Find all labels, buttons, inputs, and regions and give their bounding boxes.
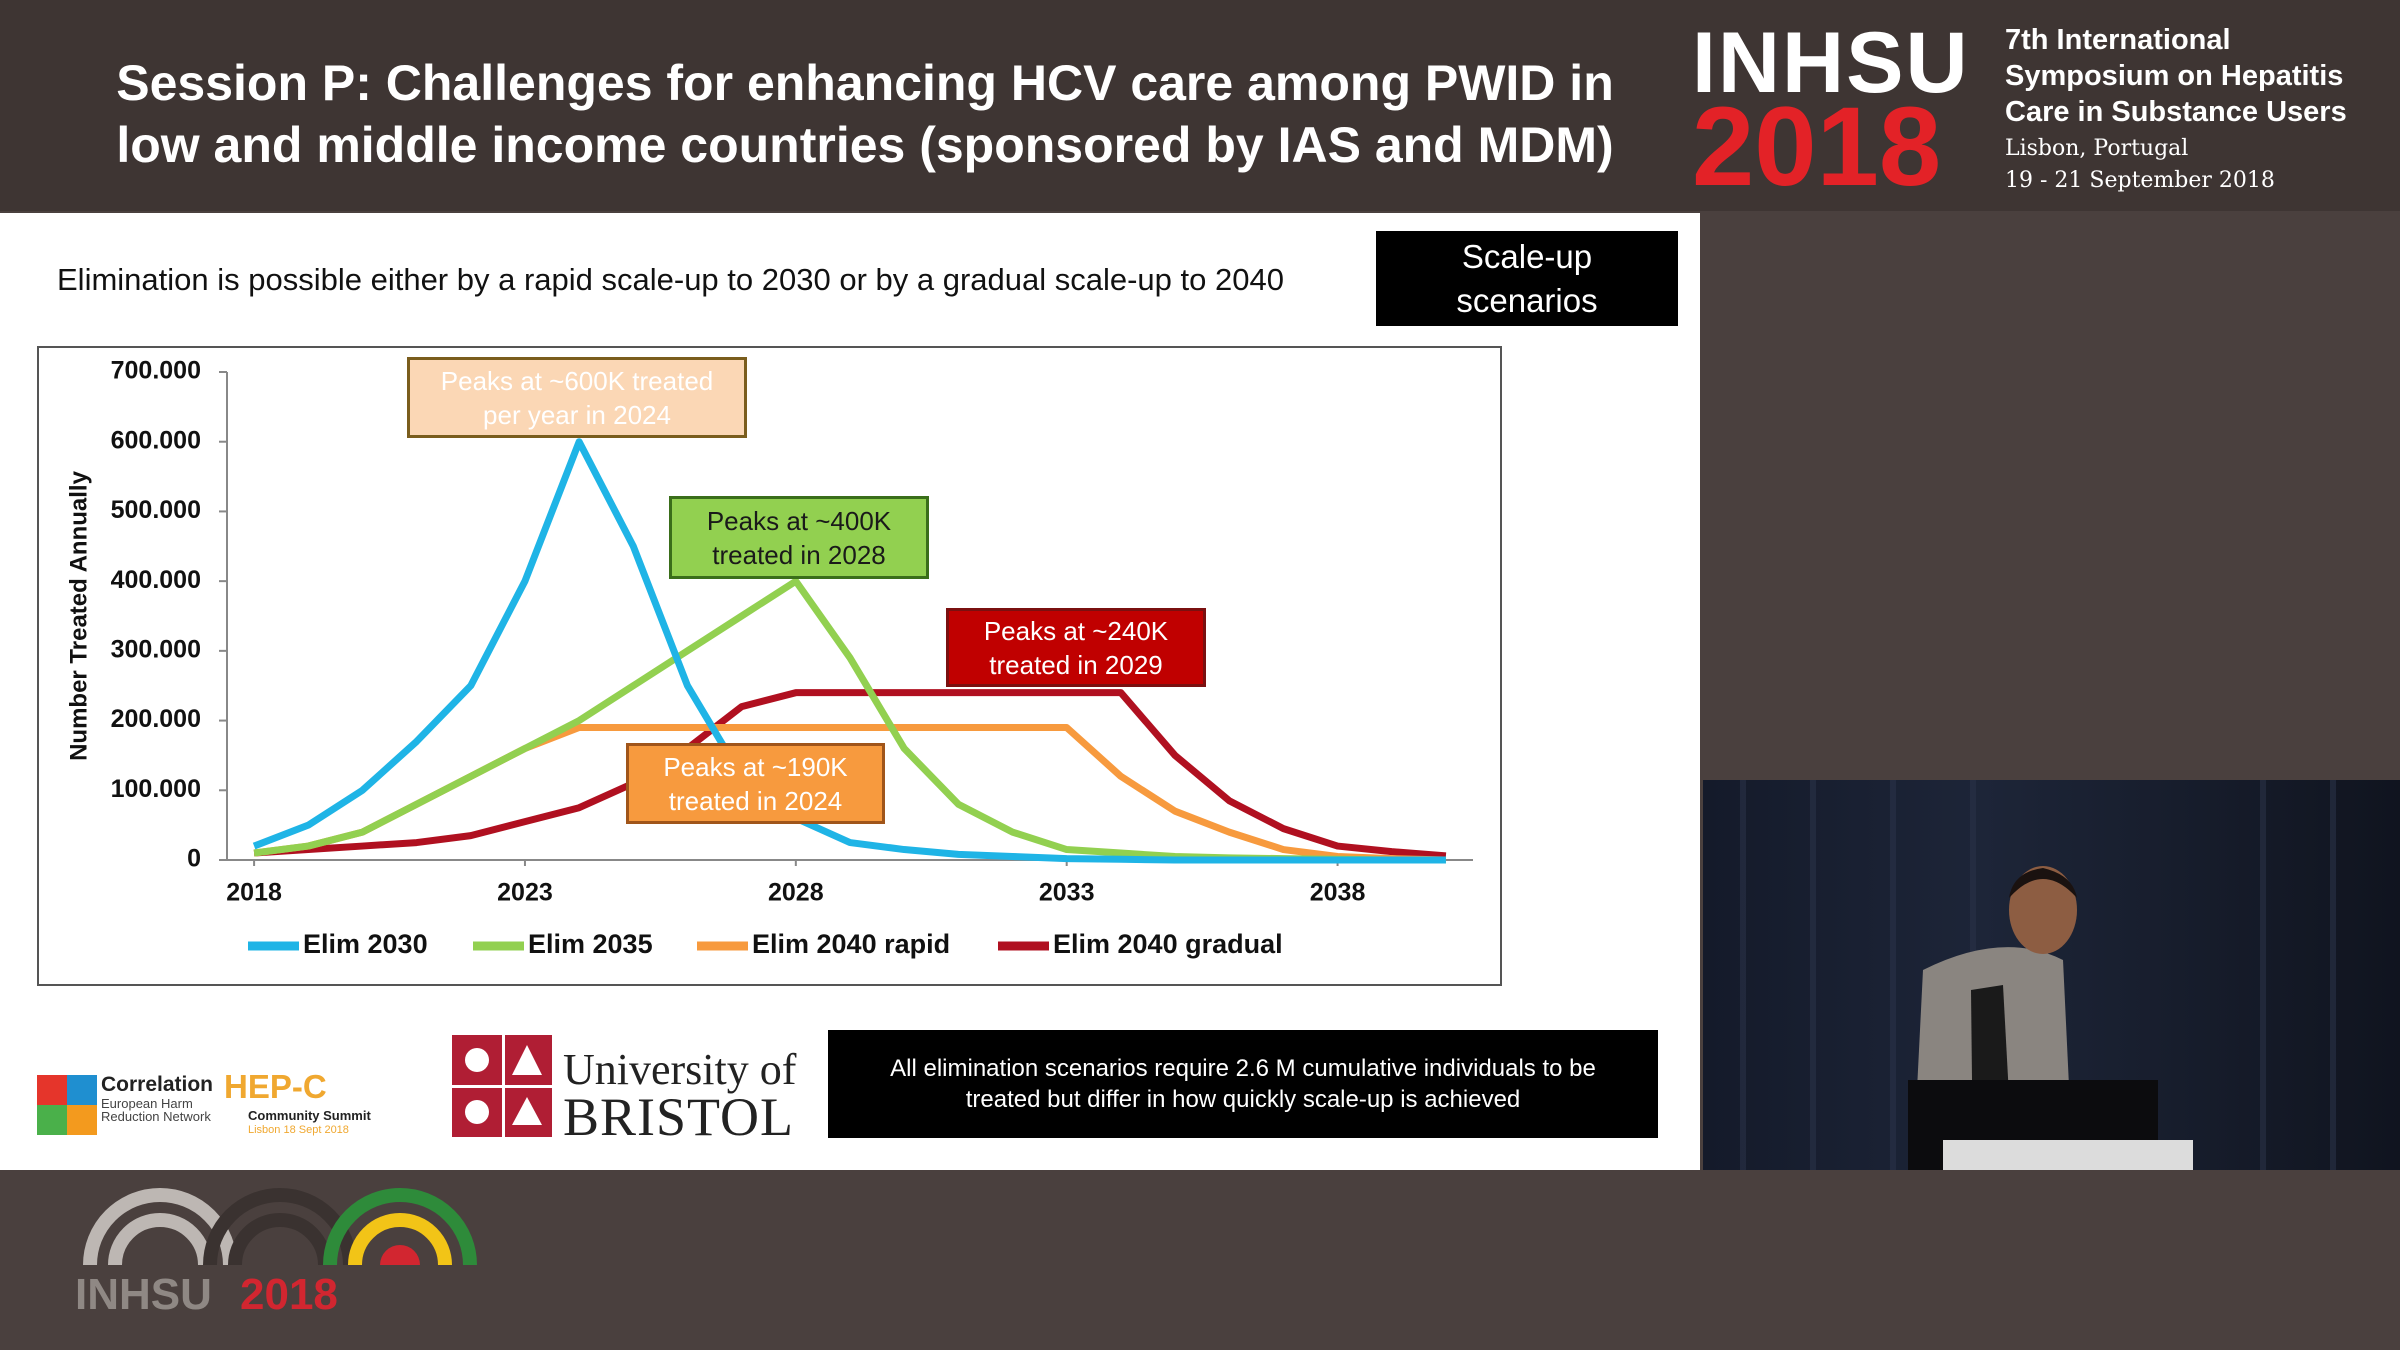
x-tick-label: 2018 [226,879,282,907]
hepc-name: HEP-C [224,1068,327,1105]
series-line [252,438,1446,864]
legend-label: Elim 2035 [528,929,653,959]
logo-year: 2018 [1692,84,1942,209]
x-tick-label: 2038 [1310,879,1366,907]
bottom-logo-arcs [83,1188,477,1266]
logo-name: INHSU [1692,15,1970,111]
series-line [253,689,1447,860]
header-bar [0,0,2400,211]
correlation-name: Correlation [101,1073,214,1096]
bottom-logo-name: INHSU [75,1270,212,1319]
y-tick-label: 200.000 [111,705,201,733]
correlation-sub: European Harm Reduction Network [101,1096,211,1124]
y-axis-label: Number Treated Annually [65,470,92,760]
annotation-box: Peaks at ~400K treated in 2028 [669,496,929,579]
y-tick-label: 300.000 [111,635,201,663]
bristol-crest [452,1035,552,1137]
annotation: Peaks at ~600K treated per year in 2024 [440,365,714,430]
video-scene [1740,780,2336,1170]
speaker-video [1703,780,2400,1170]
correlation-icon [37,1075,97,1135]
annotation-box: Peaks at ~240K treated in 2029 [946,608,1206,687]
legend-label: Elim 2040 gradual [1053,929,1283,959]
y-tick-label: 700.000 [111,357,201,385]
bristol-name: BRISTOL [563,1087,795,1147]
dates: 19 - 21 September 2018 [2005,168,2275,193]
annotation: Peaks at ~400K treated in 2028 [706,505,892,570]
x-tick-label: 2033 [1039,879,1095,907]
annotation: Peaks at ~190K treated in 2024 [663,751,848,816]
footnote-box: All elimination scenarios require 2.6 M … [828,1030,1658,1138]
hepc-date: Lisbon 18 Sept 2018 [248,1124,349,1136]
hepc-sub: Community Summit [248,1108,371,1123]
x-tick-label: 2028 [768,879,824,907]
annotation: Peaks at ~240K treated in 2029 [983,615,1169,680]
chart-frame [37,346,1502,986]
annotation-box: Peaks at ~600K treated per year in 2024 [407,357,747,438]
location: Lisbon, Portugal [2005,136,2189,161]
y-tick-label: 100.000 [111,775,201,803]
x-tick-label: 2023 [497,879,553,907]
session-title: Session P: Challenges for enhancing HCV … [116,55,1614,173]
y-tick-label: 0 [187,845,201,873]
y-tick-label: 400.000 [111,566,201,594]
slide-subtitle: Elimination is possible either by a rapi… [57,262,1284,297]
symposium-name: 7th International Symposium on Hepatitis… [2005,24,2347,128]
y-tick-label: 500.000 [111,496,201,524]
annotation-box: Peaks at ~190K treated in 2024 [626,743,885,824]
bottom-logo-year: 2018 [240,1270,338,1319]
y-tick-label: 600.000 [111,426,201,454]
university-name: University of [563,1045,797,1094]
scenario-tag-text: Scale-up scenarios [1456,237,1598,319]
legend-label: Elim 2040 rapid [752,929,950,959]
footnote: All elimination scenarios require 2.6 M … [890,1055,1596,1113]
scenario-tag: Scale-up scenarios [1376,231,1678,326]
legend-label: Elim 2030 [303,929,428,959]
